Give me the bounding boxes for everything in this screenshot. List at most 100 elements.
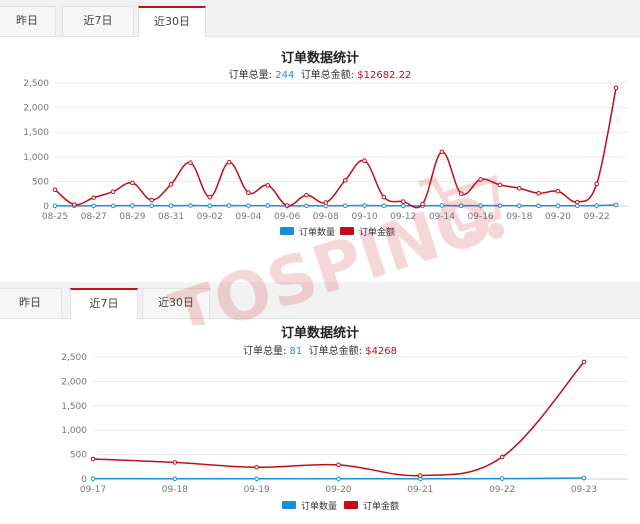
x-tick-label: 08-27: [81, 212, 107, 222]
data-point: [265, 203, 271, 208]
order-chart-7d: 0 500 1,000 1,500 2,000 2,500 09-17 09-18 09-19 0…: [61, 353, 628, 512]
data-point: [188, 203, 193, 208]
data-point: [130, 180, 135, 186]
data-point: [149, 197, 155, 203]
data-point: [207, 194, 213, 200]
data-point: [336, 462, 341, 468]
y-tick-label: 1,000: [61, 426, 87, 436]
y-tick-label: 1,000: [23, 153, 49, 163]
x-tick-label: 09-21: [407, 485, 433, 495]
data-point: [254, 464, 259, 470]
tab-30-days[interactable]: 近30日: [142, 288, 210, 318]
data-point: [362, 203, 367, 208]
tab-yesterday[interactable]: 昨日: [0, 288, 62, 318]
x-tick-label: 09-14: [429, 212, 455, 222]
total-count-label: 订单总量:: [242, 346, 287, 357]
data-point: [254, 476, 259, 482]
tab-30-days[interactable]: 近30日: [138, 6, 206, 37]
total-amount-value: $12682.22: [357, 70, 412, 81]
stats-panel-30d: 昨日 近7日 近30日 订单数据统计 订单总量: 244 订单总金额: $126…: [0, 0, 640, 250]
data-point: [265, 183, 271, 188]
data-point: [400, 203, 406, 209]
data-point: [226, 159, 232, 165]
data-point: [342, 178, 348, 183]
data-point: [458, 191, 464, 196]
x-tick-label: 09-17: [80, 485, 106, 495]
data-point: [516, 203, 522, 209]
stats-panel-7d: 昨日 近7日 近30日 订单数据统计 订单总量: 81 订单总金额: $4268…: [0, 270, 640, 524]
y-tick-label: 2,500: [61, 353, 87, 363]
data-point: [536, 190, 541, 196]
x-tick-label: 09-20: [545, 212, 571, 222]
data-point: [90, 476, 96, 481]
data-point: [284, 203, 290, 208]
data-point: [381, 194, 387, 200]
data-point: [130, 203, 135, 208]
data-point: [110, 189, 116, 195]
data-point: [581, 359, 587, 365]
tab-7-days[interactable]: 近7日: [62, 6, 134, 36]
x-tick-label: 09-19: [244, 485, 270, 495]
data-point: [594, 181, 599, 187]
data-point: [52, 203, 58, 209]
data-point: [168, 203, 174, 208]
x-tick-label: 09-02: [197, 212, 223, 222]
legend-label: 订单金额: [359, 226, 395, 238]
data-point: [499, 454, 505, 460]
data-point: [188, 160, 193, 166]
data-point: [418, 473, 423, 478]
data-point: [478, 177, 483, 182]
series-line-order-count: [54, 204, 617, 207]
x-tick-label: 09-04: [235, 212, 261, 222]
data-point: [575, 203, 580, 209]
y-tick-label: 1,500: [61, 402, 87, 412]
legend-swatch: [344, 501, 358, 509]
tab-7-days[interactable]: 近7日: [70, 288, 138, 319]
data-point: [342, 203, 348, 209]
data-point: [52, 187, 58, 193]
data-point: [581, 475, 587, 481]
data-point: [516, 185, 522, 191]
data-point: [149, 203, 155, 209]
x-tick-label: 09-18: [506, 212, 532, 222]
data-point: [90, 456, 96, 462]
total-count-label: 订单总量:: [228, 70, 273, 81]
data-point: [91, 203, 96, 209]
tab-yesterday[interactable]: 昨日: [0, 6, 56, 36]
x-tick-label: 09-10: [351, 212, 377, 222]
y-tick-label: 2,000: [61, 377, 87, 387]
data-point: [323, 200, 329, 205]
data-point: [497, 182, 503, 188]
x-tick-label: 09-23: [571, 485, 597, 495]
x-tick-label: 08-31: [158, 212, 184, 222]
data-point: [555, 188, 561, 194]
x-tick-label: 09-06: [274, 212, 300, 222]
data-point: [246, 190, 251, 196]
total-count-value: 244: [275, 70, 295, 81]
total-amount-label: 订单总金额:: [300, 70, 355, 81]
data-point: [613, 202, 619, 208]
data-point: [336, 476, 341, 482]
data-point: [439, 203, 445, 208]
data-point: [458, 203, 464, 209]
data-point: [400, 199, 406, 204]
period-tabs: 昨日 近7日 近30日: [0, 282, 640, 319]
period-tabs: 昨日 近7日 近30日: [0, 0, 640, 37]
x-tick-label: 09-18: [162, 485, 188, 495]
total-amount-value: $4268: [365, 346, 398, 357]
legend-label: 订单金额: [363, 500, 399, 512]
x-tick-label: 09-12: [390, 212, 416, 222]
data-point: [575, 199, 580, 205]
data-point: [72, 202, 77, 207]
series-line-order-amount: [54, 87, 617, 209]
data-point: [172, 460, 178, 465]
data-point: [499, 476, 505, 481]
total-count-value: 81: [289, 346, 303, 357]
data-point: [594, 203, 599, 208]
data-point: [246, 203, 251, 208]
y-tick-label: 2,000: [23, 104, 49, 114]
data-point: [362, 158, 367, 164]
data-point: [304, 192, 309, 198]
legend-label: 订单数量: [299, 226, 335, 238]
data-point: [497, 203, 503, 208]
